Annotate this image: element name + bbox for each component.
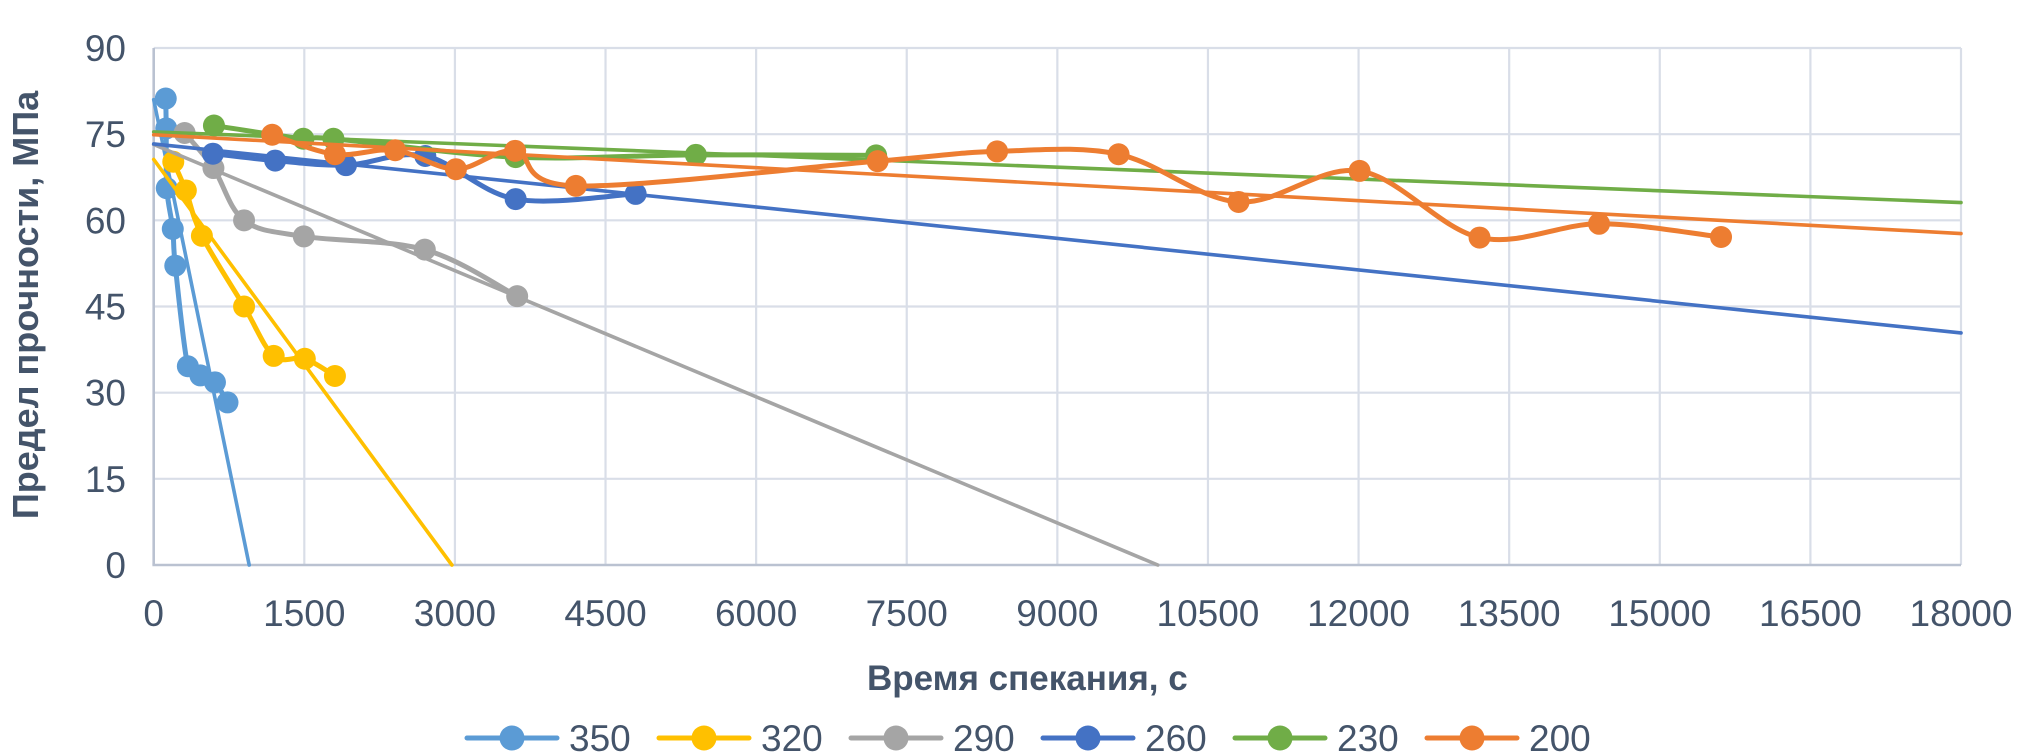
- legend-item-350: 350: [464, 718, 631, 756]
- legend-item-260: 260: [1040, 718, 1207, 756]
- y-tick-label: 45: [85, 287, 126, 328]
- marker-260: [624, 182, 647, 205]
- marker-200: [1468, 226, 1491, 249]
- marker-260: [264, 149, 287, 172]
- x-tick-label: 1500: [263, 593, 345, 634]
- legend-marker-200: [1459, 725, 1485, 751]
- legend-item-290: 290: [848, 718, 1015, 756]
- series-290: [151, 122, 1160, 567]
- marker-200: [1107, 143, 1130, 166]
- data-line-320: [170, 159, 338, 379]
- y-tick-label: 0: [105, 545, 126, 586]
- marker-320: [262, 344, 285, 367]
- x-tick-label: 13500: [1458, 593, 1561, 634]
- trendline-200: [151, 132, 1963, 236]
- tick-labels: 0 15 30 45 60 75 90 0 1500 3000 4500 6000 7500 9000 10…: [85, 28, 2013, 634]
- x-axis-title: Время спекания, с: [867, 659, 1188, 698]
- legend-label-200: 200: [1529, 718, 1591, 756]
- legend-label-290: 290: [953, 718, 1015, 756]
- marker-350: [161, 217, 184, 240]
- marker-290: [292, 225, 315, 248]
- marker-200: [986, 140, 1009, 163]
- y-tick-label: 60: [85, 200, 126, 241]
- x-tick-label: 6000: [715, 593, 797, 634]
- marker-350: [164, 254, 187, 277]
- x-tick-label: 18000: [1910, 593, 2013, 634]
- gridlines: [153, 46, 1963, 565]
- legend-item-320: 320: [656, 718, 823, 756]
- marker-320: [174, 179, 197, 202]
- legend-label-230: 230: [1337, 718, 1399, 756]
- y-axis-title: Предел прочности, МПа: [5, 90, 46, 519]
- y-tick-label: 90: [85, 28, 126, 69]
- marker-320: [323, 365, 346, 388]
- legend-marker-320: [691, 725, 717, 751]
- legend: 350 320 290 260 230 200: [464, 718, 1591, 756]
- series-layer: [151, 87, 1963, 567]
- marker-260: [201, 142, 224, 165]
- x-tick-label: 0: [143, 593, 164, 634]
- marker-350: [154, 87, 177, 110]
- x-tick-label: 16500: [1759, 593, 1862, 634]
- marker-320: [293, 347, 316, 370]
- trendline-230: [151, 130, 1963, 205]
- marker-200: [261, 123, 284, 146]
- marker-230: [684, 143, 707, 166]
- marker-200: [1227, 190, 1250, 213]
- marker-290: [233, 209, 256, 232]
- marker-320: [190, 224, 213, 247]
- series-320: [151, 150, 454, 567]
- x-tick-label: 10500: [1157, 593, 1260, 634]
- marker-350: [216, 391, 239, 414]
- marker-320: [233, 295, 256, 318]
- marker-200: [564, 174, 587, 197]
- x-tick-label: 15000: [1608, 593, 1711, 634]
- marker-200: [444, 158, 467, 181]
- legend-marker-230: [1267, 725, 1293, 751]
- y-tick-label: 30: [85, 373, 126, 414]
- legend-item-200: 200: [1424, 718, 1591, 756]
- x-tick-label: 9000: [1016, 593, 1098, 634]
- legend-label-350: 350: [569, 718, 631, 756]
- marker-260: [504, 188, 527, 211]
- marker-350: [203, 371, 226, 394]
- x-tick-label: 3000: [414, 593, 496, 634]
- legend-label-260: 260: [1145, 718, 1207, 756]
- x-tick-label: 12000: [1307, 593, 1410, 634]
- marker-200: [1588, 212, 1611, 235]
- trendline-350: [151, 97, 251, 567]
- x-tick-label: 4500: [564, 593, 646, 634]
- marker-200: [866, 150, 889, 173]
- y-tick-label: 75: [85, 114, 126, 155]
- x-tick-label: 7500: [866, 593, 948, 634]
- legend-item-230: 230: [1232, 718, 1399, 756]
- marker-290: [506, 285, 529, 308]
- legend-marker-350: [499, 725, 525, 751]
- marker-200: [1348, 159, 1371, 182]
- marker-200: [504, 139, 527, 162]
- legend-marker-260: [1075, 725, 1101, 751]
- legend-label-320: 320: [761, 718, 823, 756]
- marker-230: [202, 114, 225, 137]
- marker-200: [1710, 225, 1733, 248]
- marker-200: [384, 139, 407, 162]
- series-200: [151, 123, 1963, 249]
- series-230: [151, 114, 1963, 205]
- y-tick-label: 15: [85, 459, 126, 500]
- marker-290: [413, 238, 436, 261]
- marker-200: [323, 143, 346, 166]
- trendline-290: [151, 142, 1160, 567]
- legend-marker-290: [883, 725, 909, 751]
